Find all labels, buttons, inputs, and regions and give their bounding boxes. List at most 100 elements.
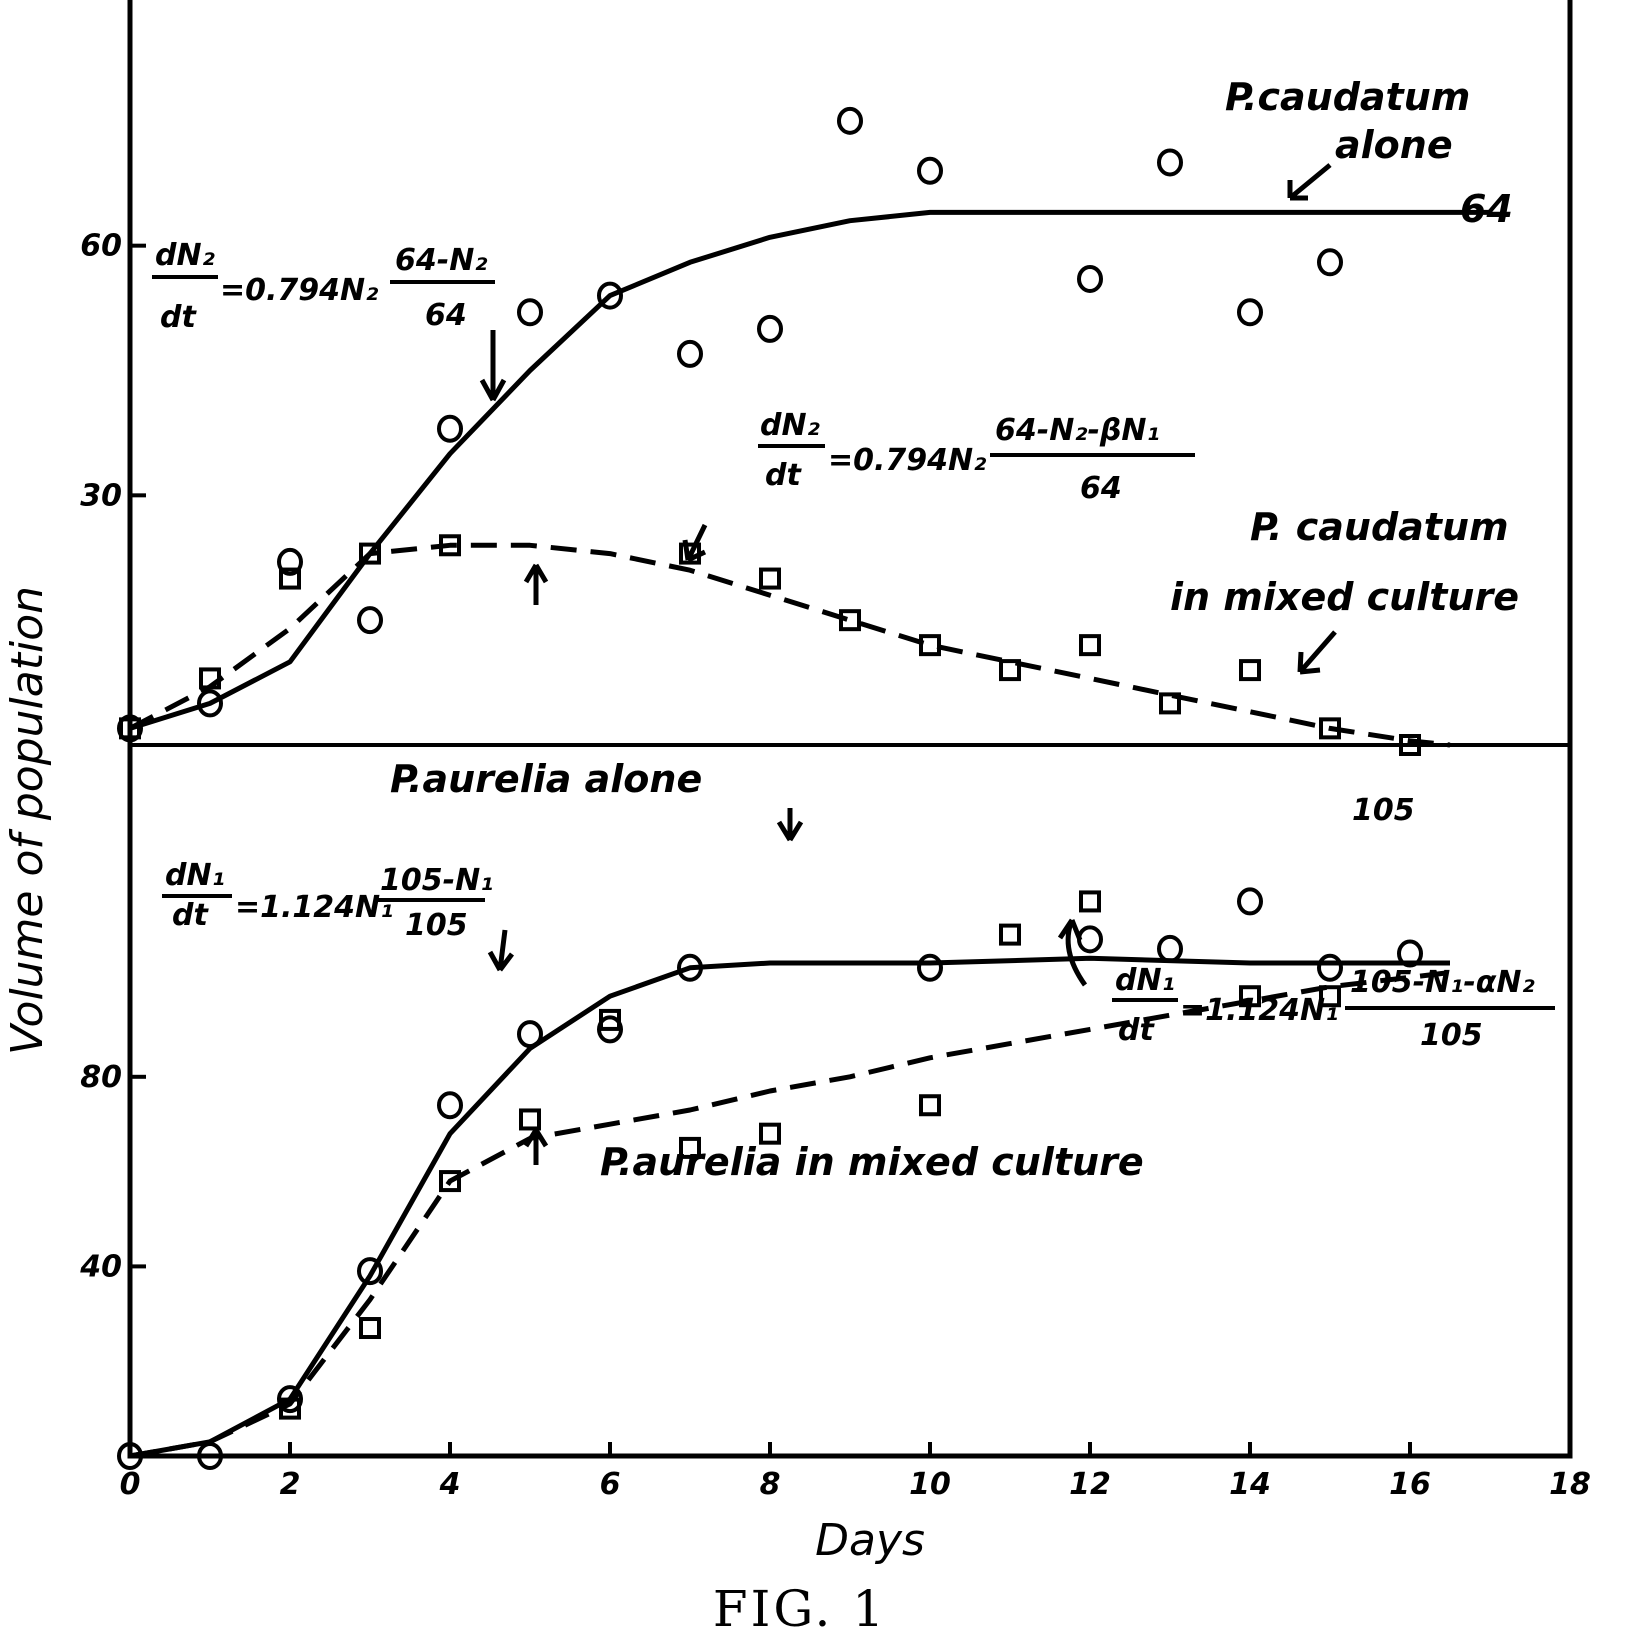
x-tick-label: 8 — [760, 1467, 781, 1502]
caudatum-peak-arrow — [523, 563, 549, 605]
data-point-square — [999, 923, 1021, 946]
data-point-circle — [1157, 934, 1183, 963]
data-point-circle — [1237, 298, 1263, 327]
alone-curve — [129, 209, 1490, 731]
data-point-square — [359, 542, 381, 565]
eq-mid: =0.794N₂ — [220, 273, 378, 308]
data-point-square — [1399, 734, 1421, 756]
eq-frac-num: 64-N₂-βN₁ — [995, 413, 1160, 448]
eq-frac-den: 105 — [405, 908, 468, 943]
top-annotations: P.caudatum alone 64 P. caudatum in mixed… — [152, 75, 1519, 675]
chart-marks: 30 60 40 80 0 2 4 6 8 10 12 14 16 18 — [79, 106, 1591, 1502]
eq-den: dt — [160, 300, 197, 335]
y-tick-label: 60 — [80, 229, 122, 264]
mixed-culture-curve — [128, 542, 1451, 748]
data-point-circle — [757, 314, 783, 343]
y-axis-title: Volume of population — [2, 586, 53, 1055]
eq-frac-den: 105 — [1420, 1018, 1483, 1053]
bottom-annotations: P.aurelia alone 105 P.aurelia in mixed c… — [162, 757, 1555, 1184]
data-point-square — [999, 659, 1021, 682]
aurelia-alone-arrow — [776, 808, 804, 842]
data-point-square — [759, 567, 781, 590]
data-point-square — [359, 1317, 381, 1340]
data-point-square — [1079, 634, 1101, 657]
eq-num: dN₂ — [760, 408, 820, 443]
data-point-square — [519, 1108, 541, 1131]
data-point-circle — [1157, 148, 1183, 177]
data-point-square — [1239, 659, 1261, 682]
data-point-circle — [277, 547, 303, 576]
aurelia-mixed-label: P.aurelia in mixed culture — [600, 1140, 1144, 1184]
aurelia-mixed-equation: dN₁ dt =1.124N₁ 105-N₁-αN₂ 105 — [1112, 963, 1555, 1053]
data-point-circle — [597, 281, 623, 310]
data-point-square — [119, 717, 141, 740]
alone-curve — [129, 955, 1450, 1459]
data-point-circle — [1077, 264, 1103, 293]
data-point-square — [1319, 985, 1341, 1008]
data-point-circle — [1397, 939, 1423, 968]
data-point-square — [1319, 717, 1341, 740]
y-tick-label: 30 — [80, 478, 122, 513]
caudatum-alone-equation: dN₂ dt =0.794N₂ 64-N₂ 64 — [152, 238, 495, 335]
data-point-square — [679, 1136, 701, 1159]
x-tick-label: 16 — [1389, 1467, 1431, 1502]
data-point-square — [759, 1122, 781, 1145]
caudatum-mixed-label-2: in mixed culture — [1170, 575, 1519, 619]
aurelia-asymptote-label: 105 — [1352, 793, 1415, 828]
data-point-circle — [677, 339, 703, 368]
data-point-square — [279, 1397, 301, 1420]
caudatum-mixed-eq-arrow — [682, 523, 708, 563]
x-tick-label: 12 — [1069, 1467, 1111, 1502]
eq-frac-num: 105-N₁ — [380, 863, 493, 898]
caudatum-mixed-label: P. caudatum — [1250, 505, 1509, 549]
data-point-circle — [357, 1257, 383, 1286]
eq-frac-num: 64-N₂ — [395, 243, 487, 278]
x-axis-title: Days — [815, 1515, 925, 1566]
eq-num: dN₁ — [165, 858, 225, 893]
aurelia-alone-label: P.aurelia alone — [390, 757, 702, 801]
caudatum-alone-label: P.caudatum — [1225, 75, 1470, 119]
aurelia-alone-equation: dN₁ dt =1.124N₁ 105-N₁ 105 — [162, 858, 493, 943]
data-point-square — [1079, 890, 1101, 913]
data-point-square — [199, 667, 221, 690]
mixed-culture-curve — [129, 970, 1451, 1459]
data-point-square — [679, 542, 701, 565]
data-point-square — [599, 1008, 621, 1031]
data-point-circle — [1317, 953, 1343, 982]
data-point-square — [439, 1170, 461, 1193]
y-tick-label: 80 — [80, 1060, 122, 1095]
x-tick-label: 18 — [1549, 1467, 1591, 1502]
data-point-circle — [517, 1020, 543, 1049]
data-point-circle — [1077, 925, 1103, 954]
caudatum-eq-arrow — [479, 330, 507, 402]
data-point-square — [919, 634, 941, 657]
eq-frac-num: 105-N₁-αN₂ — [1350, 965, 1535, 1000]
caudatum-alone-arrow — [1287, 163, 1332, 201]
x-tick-label: 14 — [1229, 1467, 1271, 1502]
data-point-square — [1239, 985, 1261, 1008]
data-point-circle — [1317, 248, 1343, 277]
eq-frac-den: 64 — [1080, 471, 1122, 506]
data-point-circle — [677, 953, 703, 982]
eq-mid: =0.794N₂ — [828, 443, 986, 478]
data-point-square — [439, 534, 461, 557]
eq-den: dt — [172, 898, 209, 933]
data-point-circle — [917, 953, 943, 982]
eq-mid: =1.124N₁ — [235, 890, 393, 925]
data-point-circle — [517, 298, 543, 327]
figure-caption: FIG. 1 — [713, 1580, 887, 1638]
data-point-square — [839, 609, 861, 632]
x-tick-label: 10 — [909, 1467, 951, 1502]
caudatum-mixed-equation: dN₂ dt =0.794N₂ 64-N₂-βN₁ 64 — [758, 408, 1195, 506]
data-point-square — [279, 567, 301, 590]
x-tick-label: 6 — [600, 1467, 621, 1502]
data-point-circle — [197, 689, 223, 718]
x-tick-label: 0 — [120, 1467, 141, 1502]
data-point-square — [919, 1094, 941, 1117]
data-point-circle — [1237, 887, 1263, 916]
eq-den: dt — [765, 458, 802, 493]
data-point-circle — [357, 606, 383, 635]
data-point-circle — [917, 156, 943, 185]
eq-num: dN₂ — [155, 238, 215, 273]
eq-frac-den: 64 — [425, 298, 467, 333]
